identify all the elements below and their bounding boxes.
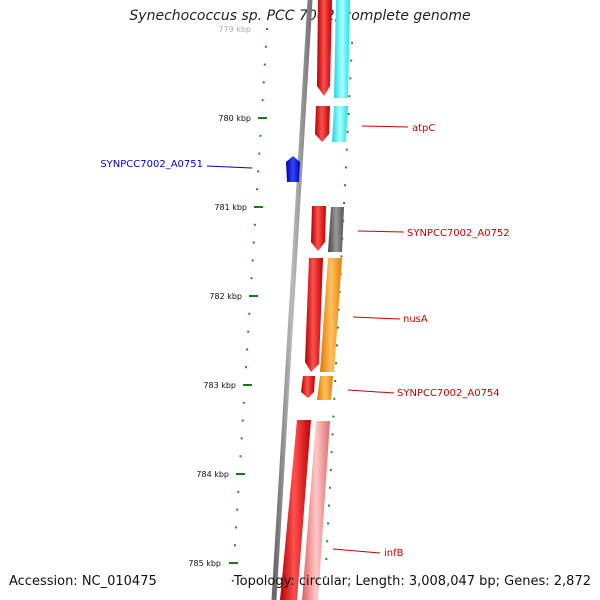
skew-dot <box>329 469 332 471</box>
gene-infB[interactable]: infB <box>332 548 404 559</box>
gc-dot <box>253 223 256 226</box>
gc-dot <box>242 401 245 404</box>
gene-label: SYNPCC7002_A0754 <box>397 388 500 399</box>
skew-dot <box>344 184 346 187</box>
skew-dot <box>326 540 329 543</box>
skew-dot <box>333 397 336 400</box>
gc-dot <box>257 170 260 173</box>
skew-dot <box>344 166 347 169</box>
skew-dot <box>347 113 350 115</box>
tick-779: 779 kbp <box>218 25 251 34</box>
gene-label: atpC <box>412 123 435 134</box>
gc-dot <box>258 152 261 155</box>
gc-dot <box>263 63 266 66</box>
gc-dot <box>264 45 267 48</box>
skew-dot <box>335 362 338 365</box>
gc-dot <box>256 188 259 191</box>
tick-780: 780 kbp <box>218 114 267 123</box>
gc-dot <box>245 366 247 369</box>
gene-label: SYNPCC7002_A0751 <box>100 159 203 170</box>
gene-nusA[interactable]: nusA <box>352 314 428 325</box>
tick-783: 783 kbp <box>203 381 252 390</box>
gene-label: infB <box>384 548 404 559</box>
skew-dot <box>328 486 331 489</box>
skew-dot <box>351 41 354 44</box>
gene-SYNPCC7002_A0754[interactable]: SYNPCC7002_A0754 <box>347 388 500 399</box>
gene-SYNPCC7002_A0751[interactable]: SYNPCC7002_A0751 <box>100 156 300 182</box>
gc-dot <box>246 348 249 351</box>
gc-dot <box>251 259 254 262</box>
gene-atpC[interactable]: atpC <box>361 123 435 134</box>
gc-dot <box>237 490 240 493</box>
gene-label: nusA <box>403 314 428 325</box>
skew-dot <box>334 380 337 382</box>
skew-dot <box>332 415 335 418</box>
skew-dot <box>350 59 353 62</box>
tick-label: 781 kbp <box>214 203 247 212</box>
gc-dot <box>235 526 238 529</box>
genome-summary: Topology: circular; Length: 3,008,047 bp… <box>233 574 591 589</box>
cog-track <box>302 0 350 600</box>
skew-dot <box>325 558 328 560</box>
tick-label: 779 kbp <box>218 25 251 34</box>
skew-dot <box>336 344 338 347</box>
gene-SYNPCC7002_A0752[interactable]: SYNPCC7002_A0752 <box>357 228 510 239</box>
tick-782: 782 kbp <box>209 292 258 301</box>
position-scale: 779 kbp 780 kbp 781 kbp 782 kbp 783 kbp … <box>188 25 267 568</box>
skew-dot <box>327 522 330 525</box>
skew-dot <box>324 575 327 578</box>
skew-dot <box>336 326 339 329</box>
gc-dot <box>234 544 236 547</box>
tick-label: 785 kbp <box>188 559 221 568</box>
cds-track <box>280 0 332 600</box>
gc-dot <box>240 437 243 440</box>
skew-dot <box>331 433 334 436</box>
gc-dot <box>239 455 242 458</box>
gc-dot <box>248 312 251 315</box>
gc-dot <box>252 241 255 244</box>
tick-label: 783 kbp <box>203 381 236 390</box>
gene-label: SYNPCC7002_A0752 <box>407 228 510 239</box>
gc-dot <box>247 330 250 333</box>
gc-dot <box>250 277 253 280</box>
tick-label: 782 kbp <box>209 292 242 301</box>
skew-dot <box>340 255 343 258</box>
accession-label: Accession: NC_010475 <box>9 574 157 589</box>
map-title: Synechococcus sp. PCC 7002, complete gen… <box>129 8 471 24</box>
gc-dot <box>241 419 244 422</box>
skew-dot <box>328 504 330 507</box>
tick-781: 781 kbp <box>214 203 263 212</box>
gc-dot <box>231 579 234 582</box>
gc-dot <box>262 81 265 84</box>
gc-dot <box>236 508 239 511</box>
gc-dot <box>266 28 268 30</box>
skew-dot <box>345 148 348 151</box>
gc-dot <box>261 99 264 102</box>
genome-backbone <box>271 0 313 600</box>
gc-dot <box>259 134 262 137</box>
skew-dot <box>349 77 352 80</box>
tick-785: 785 kbp <box>188 559 238 568</box>
skew-dot <box>348 95 351 98</box>
skew-dot <box>337 308 340 311</box>
skew-dot <box>330 451 333 454</box>
skew-dot <box>346 130 349 133</box>
skew-dot <box>343 202 346 204</box>
tick-label: 780 kbp <box>218 114 251 123</box>
tick-784: 784 kbp <box>196 470 245 479</box>
tick-label: 784 kbp <box>196 470 229 479</box>
